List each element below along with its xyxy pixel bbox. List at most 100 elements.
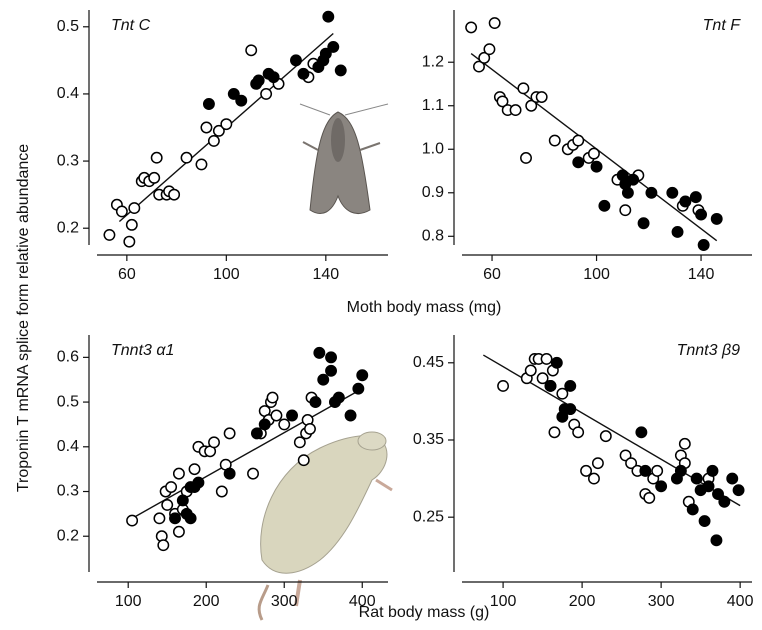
point xyxy=(639,464,652,477)
x-tick-label: 100 xyxy=(583,266,610,283)
point xyxy=(465,21,478,34)
point xyxy=(473,60,485,73)
rat-illustration xyxy=(257,431,393,621)
x-tick-label: 400 xyxy=(727,593,754,610)
y-tick-label: 0.2 xyxy=(57,527,79,544)
point xyxy=(188,463,201,476)
point xyxy=(220,118,233,131)
panel-title: Tnt C xyxy=(111,17,151,34)
point xyxy=(252,74,265,87)
point xyxy=(319,47,332,60)
point xyxy=(297,454,310,467)
point xyxy=(710,212,723,225)
point xyxy=(317,373,330,386)
point xyxy=(322,10,335,23)
moth-illustration xyxy=(299,103,389,214)
point xyxy=(207,134,220,147)
point xyxy=(690,472,703,485)
point xyxy=(572,134,585,147)
point xyxy=(488,17,501,30)
point xyxy=(165,481,178,493)
x-axis-label: Rat body mass (g) xyxy=(359,604,490,621)
point xyxy=(123,235,136,248)
point xyxy=(702,480,715,493)
point xyxy=(157,539,170,552)
point xyxy=(564,403,577,416)
point xyxy=(161,498,174,511)
point xyxy=(223,427,236,440)
point xyxy=(706,464,719,477)
x-tick-label: 200 xyxy=(193,593,220,610)
point xyxy=(588,472,600,485)
point xyxy=(564,380,577,392)
point xyxy=(679,195,692,208)
point xyxy=(671,225,684,238)
point xyxy=(598,199,611,212)
point xyxy=(270,409,283,422)
point xyxy=(497,380,510,392)
point xyxy=(619,204,632,217)
point xyxy=(625,457,638,470)
point xyxy=(172,525,185,538)
point xyxy=(126,514,139,527)
point xyxy=(544,380,557,392)
x-tick-label: 200 xyxy=(569,593,596,610)
point xyxy=(655,480,668,493)
point xyxy=(309,396,322,409)
point xyxy=(344,409,357,422)
point xyxy=(125,218,138,231)
point xyxy=(325,364,337,377)
trend-line xyxy=(470,52,718,242)
point xyxy=(103,228,116,241)
y-tick-label: 0.5 xyxy=(57,393,79,410)
point xyxy=(278,418,291,431)
point xyxy=(651,464,664,477)
point xyxy=(556,387,569,400)
point xyxy=(591,457,604,470)
point xyxy=(352,382,365,395)
point xyxy=(169,512,181,525)
point xyxy=(235,94,248,107)
x-tick-label: 300 xyxy=(648,593,675,610)
x-tick-label: 100 xyxy=(490,593,517,610)
point xyxy=(195,158,208,171)
x-tick-label: 300 xyxy=(271,593,298,610)
trend-line xyxy=(131,388,363,519)
point xyxy=(148,171,161,184)
point xyxy=(732,484,745,497)
point xyxy=(517,82,530,95)
point xyxy=(710,534,723,547)
point xyxy=(627,173,640,186)
point xyxy=(267,71,280,84)
point xyxy=(332,391,345,404)
point xyxy=(325,351,337,364)
point xyxy=(697,239,710,251)
point xyxy=(128,202,141,215)
x-tick-label: 140 xyxy=(312,266,339,283)
point xyxy=(478,51,491,64)
x-tick-label: 400 xyxy=(349,593,376,610)
point xyxy=(496,95,509,108)
point xyxy=(266,391,279,404)
x-axis-label: Moth body mass (mg) xyxy=(347,299,502,316)
point xyxy=(286,409,298,422)
y-tick-label: 0.4 xyxy=(57,85,79,102)
point xyxy=(580,464,593,477)
x-tick-label: 100 xyxy=(213,266,240,283)
point xyxy=(260,87,273,100)
point xyxy=(550,356,563,369)
panel-title: Tnt F xyxy=(703,17,742,34)
point xyxy=(718,495,731,508)
point xyxy=(327,40,340,53)
point xyxy=(192,476,205,489)
point xyxy=(172,467,185,480)
point xyxy=(524,364,537,377)
point xyxy=(712,488,724,500)
point xyxy=(297,67,310,80)
x-tick-label: 140 xyxy=(688,266,715,283)
point xyxy=(590,160,603,173)
point xyxy=(483,43,496,56)
point xyxy=(313,346,326,359)
point xyxy=(674,464,687,477)
